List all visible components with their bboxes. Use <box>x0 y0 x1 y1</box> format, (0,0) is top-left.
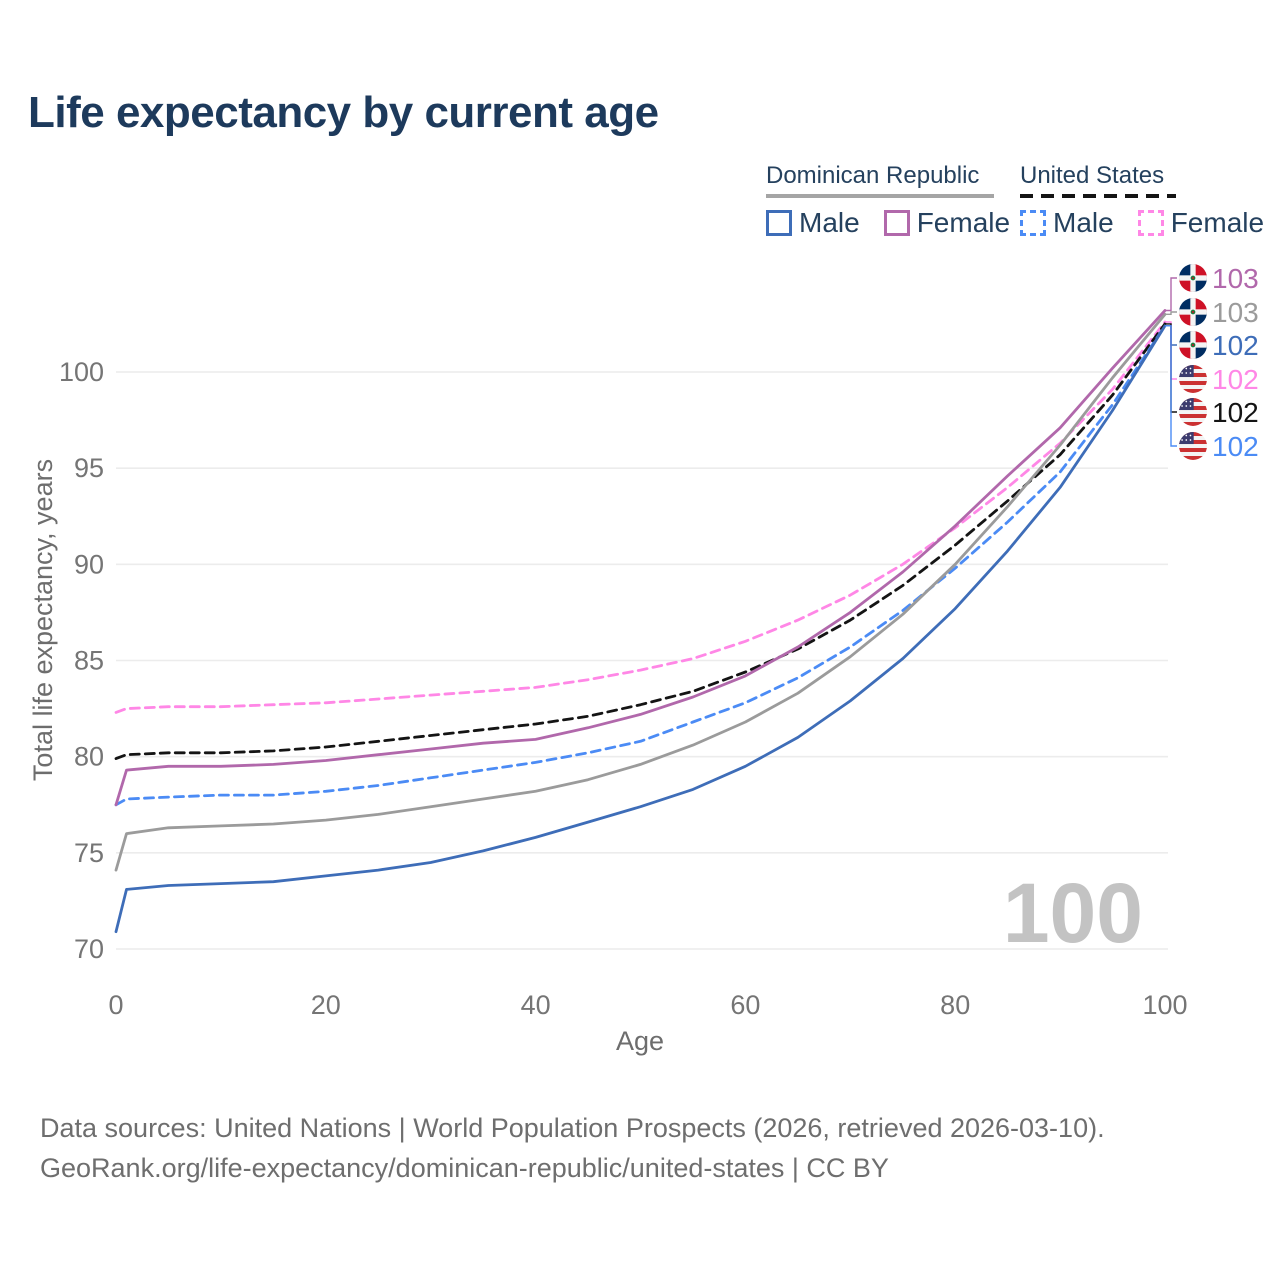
legend-header-united-states: United States <box>1020 162 1165 189</box>
y-tick-85: 85 <box>74 646 104 676</box>
y-tick-75: 75 <box>74 838 104 868</box>
gridlines <box>116 371 1168 950</box>
x-tick-20: 20 <box>311 990 341 1020</box>
legend-swatch-us-male[interactable] <box>1020 210 1046 236</box>
leader-line-0 <box>1165 277 1177 312</box>
series-line-dominican-republic-both <box>114 312 1167 872</box>
leader-line-5 <box>1165 325 1177 447</box>
legend-label-dr-female[interactable]: Female <box>916 207 1011 238</box>
x-tick-100: 100 <box>1142 990 1187 1020</box>
dominican-republic-flag <box>1179 331 1207 359</box>
end-label-value-5: 102 <box>1212 431 1259 462</box>
series-line-united-states-male <box>114 324 1167 807</box>
dominican-republic-flag <box>1179 264 1207 292</box>
legend-label-dr-male[interactable]: Male <box>799 207 860 238</box>
y-tick-100: 100 <box>59 357 104 387</box>
data-source-line1: Data sources: United Nations | World Pop… <box>40 1113 1105 1143</box>
y-tick-70: 70 <box>74 934 104 964</box>
series-line-dominican-republic-male <box>114 324 1167 934</box>
united-states-flag <box>1179 398 1207 426</box>
legend-swatch-dr-male[interactable] <box>766 210 792 236</box>
legend-line-united-states-total <box>1020 194 1176 198</box>
united-states-flag <box>1179 432 1207 460</box>
data-source-line2: GeoRank.org/life-expectancy/dominican-re… <box>40 1153 889 1183</box>
x-tick-80: 80 <box>940 990 970 1020</box>
x-axis-title: Age <box>616 1026 664 1056</box>
legend-line-dominican-republic-total <box>766 194 994 198</box>
leader-line-1 <box>1165 311 1177 315</box>
dominican-republic-flag <box>1179 298 1207 326</box>
data-source-note: Data sources: United Nations | World Pop… <box>40 1108 1105 1188</box>
end-label-value-0: 103 <box>1212 263 1259 294</box>
united-states-flag <box>1179 365 1207 393</box>
legend-header-dominican-republic: Dominican Republic <box>766 162 980 189</box>
end-label-value-3: 102 <box>1212 364 1259 395</box>
page-title: Life expectancy by current age <box>28 88 659 137</box>
legend-group-dominican-republic: Dominican Republic Male Female <box>766 162 1010 239</box>
series-line-united-states-both <box>114 322 1167 760</box>
end-label-value-4: 102 <box>1212 397 1259 428</box>
x-tick-0: 0 <box>108 990 123 1020</box>
axis-tick-labels: 70 75 80 85 90 95 100 0 20 40 60 80 100 <box>59 357 1188 1020</box>
legend-group-united-states: United States Male Female <box>1020 162 1264 239</box>
series-line-united-states-female <box>114 320 1167 714</box>
x-tick-40: 40 <box>521 990 551 1020</box>
legend-swatch-us-female[interactable] <box>1137 210 1164 236</box>
end-label-value-2: 102 <box>1212 330 1259 361</box>
y-tick-95: 95 <box>74 453 104 483</box>
y-axis-title: Total life expectancy, years <box>28 459 58 781</box>
series-line-dominican-republic-female <box>114 309 1167 807</box>
y-tick-90: 90 <box>74 549 104 579</box>
x-tick-60: 60 <box>730 990 760 1020</box>
legend-label-us-male[interactable]: Male <box>1053 207 1114 238</box>
y-tick-80: 80 <box>74 742 104 772</box>
legend-label-us-female[interactable]: Female <box>1170 207 1265 238</box>
series-lines <box>114 309 1167 934</box>
end-label-value-1: 103 <box>1212 297 1259 328</box>
age-watermark: 100 <box>1003 866 1143 960</box>
legend-swatch-dr-female[interactable] <box>883 210 910 236</box>
